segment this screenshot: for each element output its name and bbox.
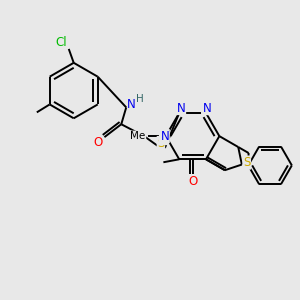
Text: H: H [136,94,144,104]
Text: O: O [94,136,103,148]
Text: N: N [160,130,169,142]
Text: N: N [177,101,186,115]
Text: O: O [188,175,197,188]
Text: N: N [127,98,136,111]
Text: S: S [157,136,165,150]
Text: N: N [202,101,210,115]
Text: S: S [243,156,250,169]
Text: Me: Me [130,131,146,141]
Text: N: N [202,101,211,115]
Text: Cl: Cl [55,35,67,49]
Text: N: N [160,132,168,145]
